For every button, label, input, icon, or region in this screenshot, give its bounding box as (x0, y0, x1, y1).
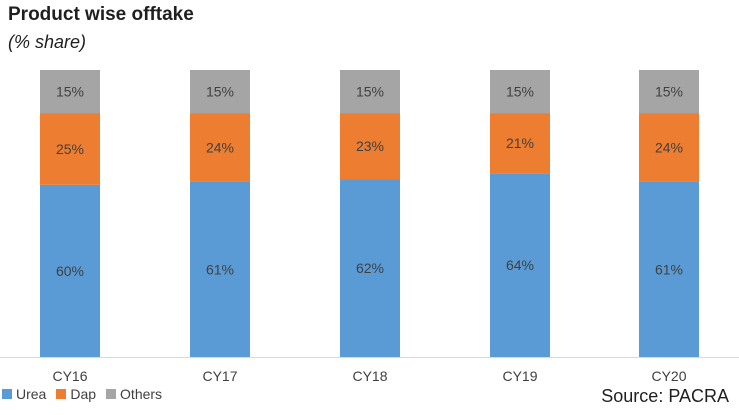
bar-urea-cy18 (340, 179, 400, 357)
data-label-dap-cy20: 24% (655, 139, 683, 155)
x-tick-label-cy18: CY18 (352, 368, 387, 384)
data-label-dap-cy18: 23% (356, 138, 384, 154)
bar-others-cy18 (340, 70, 400, 114)
legend-item-others: Others (106, 386, 162, 402)
x-tick-label-cy16: CY16 (52, 368, 87, 384)
bar-urea-cy17 (190, 181, 250, 357)
legend: Urea Dap Others (2, 386, 162, 402)
bar-urea-cy19 (490, 173, 550, 357)
bar-dap-cy19 (490, 113, 550, 174)
legend-swatch-others (106, 389, 117, 399)
legend-label-dap: Dap (70, 386, 97, 402)
data-label-others-cy19: 15% (506, 84, 534, 100)
legend-item-urea: Urea (2, 386, 46, 402)
bar-dap-cy16 (40, 113, 100, 185)
bar-others-cy19 (490, 70, 550, 114)
chart-subtitle: (% share) (8, 32, 87, 52)
data-label-urea-cy19: 64% (506, 257, 534, 273)
data-label-dap-cy16: 25% (56, 141, 84, 157)
data-label-urea-cy20: 61% (655, 261, 683, 277)
legend-label-others: Others (120, 386, 163, 402)
legend-swatch-urea (2, 389, 12, 399)
stacked-bar-chart: 60% 25% 15% CY16 61% 24% 15% CY17 62% 23% 15% CY18 6… (0, 70, 739, 384)
bar-dap-cy18 (340, 113, 400, 180)
x-tick-label-cy19: CY19 (502, 368, 537, 384)
bar-others-cy16 (40, 70, 100, 114)
x-tick-label-cy17: CY17 (202, 368, 237, 384)
legend-item-dap: Dap (56, 386, 96, 402)
source-note: Source: PACRA (601, 386, 729, 406)
bar-others-cy20 (639, 70, 699, 114)
legend-label-urea: Urea (16, 386, 47, 402)
bar-others-cy17 (190, 70, 250, 114)
chart-title: Product wise offtake (8, 4, 194, 25)
bar-dap-cy20 (639, 113, 699, 182)
data-label-dap-cy19: 21% (506, 135, 534, 151)
bar-urea-cy16 (40, 184, 100, 357)
data-label-urea-cy18: 62% (356, 260, 384, 276)
data-label-others-cy16: 15% (56, 84, 84, 100)
legend-swatch-dap (56, 389, 67, 399)
bar-urea-cy20 (639, 181, 699, 357)
x-tick-label-cy20: CY20 (651, 368, 686, 384)
data-label-others-cy17: 15% (206, 84, 234, 100)
data-label-urea-cy17: 61% (206, 261, 234, 277)
bar-dap-cy17 (190, 113, 250, 182)
data-label-others-cy20: 15% (655, 84, 683, 100)
data-label-dap-cy17: 24% (206, 139, 234, 155)
data-label-urea-cy16: 60% (56, 263, 84, 279)
data-label-others-cy18: 15% (356, 84, 384, 100)
